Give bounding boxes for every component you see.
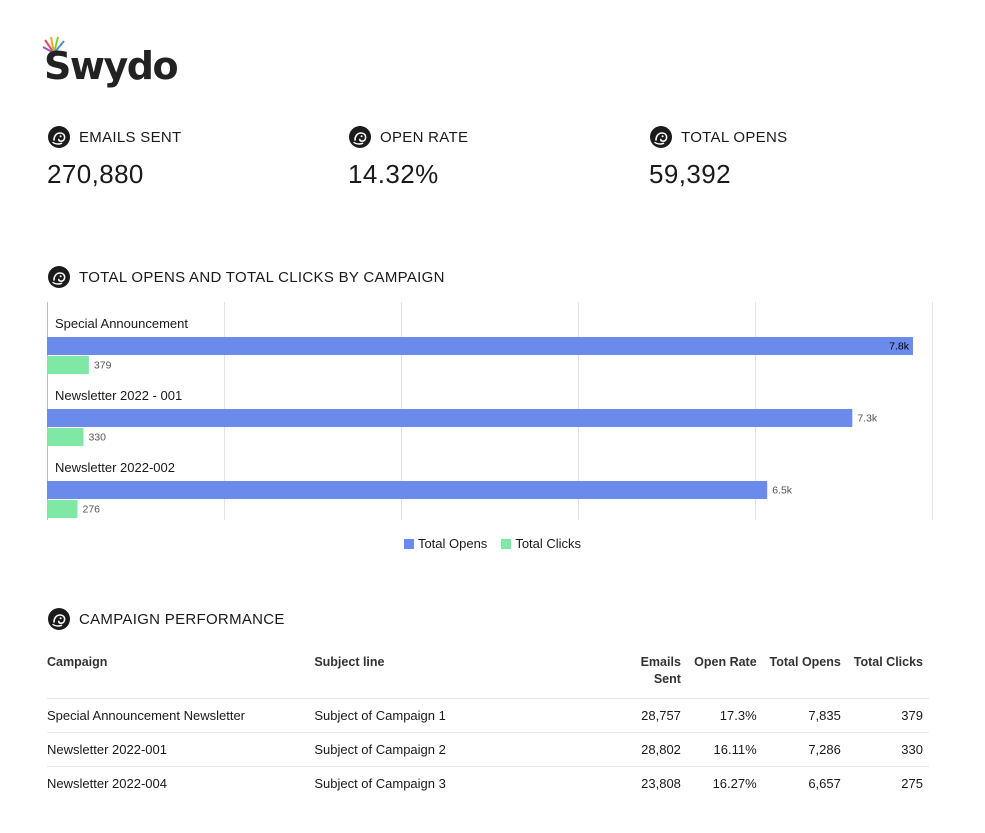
chart-section-header: TOTAL OPENS AND TOTAL CLICKS BY CAMPAIGN: [47, 265, 445, 289]
bar-total-clicks: [47, 428, 84, 446]
legend-item-opens: Total Opens: [403, 536, 488, 551]
cell-subject: Subject of Campaign 1: [314, 698, 631, 733]
bar-total-opens: [47, 337, 913, 355]
chart-svg: 7.8k 379 7.3k 330 6.5k 276: [47, 302, 933, 520]
table-section-header: CAMPAIGN PERFORMANCE: [47, 607, 285, 631]
cell-total-opens: 7,286: [762, 732, 847, 767]
kpi-value: 270,880: [47, 159, 144, 189]
category-label: Newsletter 2022-002: [55, 460, 175, 475]
cell-total-opens: 6,657: [762, 766, 847, 800]
cell-emails-sent: 28,802: [630, 732, 687, 767]
table-section-title: CAMPAIGN PERFORMANCE: [79, 610, 285, 628]
cell-total-opens: 7,835: [762, 698, 847, 733]
bar-data-label: 7.8k: [889, 341, 910, 353]
opens-clicks-bar-chart: 7.8k 379 7.3k 330 6.5k 276 Special Announceme…: [47, 302, 933, 522]
cell-subject: Subject of Campaign 3: [314, 766, 631, 800]
mailchimp-icon: [47, 125, 71, 149]
swydo-logo: Swydo: [42, 36, 179, 92]
kpi-open-rate: OPEN RATE 14.32%: [348, 125, 608, 190]
chart-section-title: TOTAL OPENS AND TOTAL CLICKS BY CAMPAIGN: [79, 268, 445, 286]
kpi-emails-sent: EMAILS SENT 270,880: [47, 125, 307, 190]
kpi-label: EMAILS SENT: [79, 128, 182, 146]
legend-label: Total Clicks: [515, 536, 582, 551]
col-header-campaign[interactable]: Campaign: [47, 655, 108, 669]
kpi-label: OPEN RATE: [380, 128, 469, 146]
cell-campaign: Special Announcement Newsletter: [47, 698, 315, 733]
mailchimp-icon: [47, 607, 71, 631]
category-label: Special Announcement: [55, 316, 188, 331]
mailchimp-icon: [348, 125, 372, 149]
kpi-total-opens: TOTAL OPENS 59,392: [649, 125, 909, 190]
cell-open-rate: 16.11%: [686, 732, 763, 767]
cell-campaign: Newsletter 2022-004: [47, 766, 315, 800]
bar-total-clicks: [47, 500, 78, 518]
logo-text: Swydo: [44, 44, 179, 88]
cell-emails-sent: 28,757: [630, 698, 687, 733]
mailchimp-icon: [47, 265, 71, 289]
cell-campaign: Newsletter 2022-001: [47, 732, 315, 767]
cell-subject: Subject of Campaign 2: [314, 732, 631, 767]
cell-open-rate: 17.3%: [686, 698, 763, 733]
cell-emails-sent: 23,808: [630, 766, 687, 800]
col-header-open-rate[interactable]: Open Rate: [694, 655, 757, 669]
logo-burst-icon: [42, 36, 65, 54]
cell-total-clicks: 330: [846, 732, 929, 767]
col-header-subject[interactable]: Subject line: [314, 655, 385, 669]
bar-data-label: 6.5k: [772, 485, 793, 497]
bar-total-opens: [47, 409, 853, 427]
kpi-value: 14.32%: [348, 159, 439, 189]
bar-total-opens: [47, 481, 768, 499]
col-header-total-opens[interactable]: Total Opens: [769, 655, 841, 669]
mailchimp-icon: [649, 125, 673, 149]
table-row: Special Announcement Newsletter Subject …: [47, 698, 929, 733]
legend-swatch: [403, 538, 414, 549]
bar-total-clicks: [47, 356, 89, 374]
cell-open-rate: 16.27%: [686, 766, 763, 800]
chart-legend: Total Opens Total Clicks: [0, 536, 985, 551]
bar-data-label: 379: [94, 360, 112, 372]
legend-item-clicks: Total Clicks: [501, 536, 581, 551]
kpi-label: TOTAL OPENS: [681, 128, 788, 146]
col-header-emails-sent[interactable]: Emails Sent: [640, 655, 681, 686]
category-label: Newsletter 2022 - 001: [55, 388, 183, 403]
cell-total-clicks: 275: [846, 766, 929, 800]
table-row: Newsletter 2022-001 Subject of Campaign …: [47, 732, 929, 767]
bar-data-label: 276: [83, 504, 101, 516]
bar-data-label: 7.3k: [857, 413, 878, 425]
table-row: Newsletter 2022-004 Subject of Campaign …: [47, 766, 929, 800]
col-header-total-clicks[interactable]: Total Clicks: [853, 655, 923, 669]
bar-data-label: 330: [88, 432, 106, 444]
campaign-performance-table: Campaign Subject line Emails Sent Open R…: [47, 654, 929, 800]
kpi-value: 59,392: [649, 159, 731, 189]
legend-label: Total Opens: [417, 536, 488, 551]
cell-total-clicks: 379: [846, 698, 929, 733]
table-header-row: Campaign Subject line Emails Sent Open R…: [47, 654, 929, 699]
legend-swatch: [501, 538, 512, 549]
